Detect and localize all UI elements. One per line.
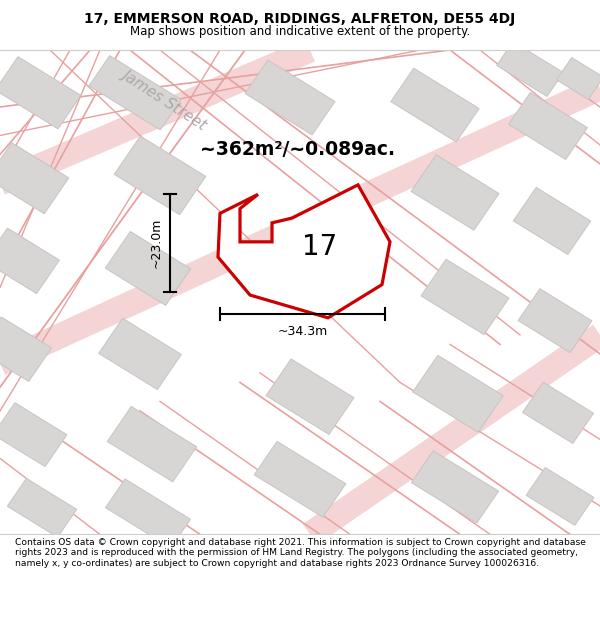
Polygon shape [518, 289, 592, 352]
Polygon shape [497, 41, 563, 96]
Polygon shape [412, 451, 499, 523]
Polygon shape [245, 60, 335, 135]
Polygon shape [0, 402, 67, 467]
Text: 17: 17 [302, 232, 338, 261]
Text: ~362m²/~0.089ac.: ~362m²/~0.089ac. [200, 140, 395, 159]
Polygon shape [0, 142, 69, 214]
Polygon shape [0, 228, 59, 294]
Polygon shape [514, 188, 590, 254]
Polygon shape [114, 136, 206, 214]
Polygon shape [0, 57, 81, 129]
Polygon shape [523, 382, 593, 444]
Text: ~34.3m: ~34.3m [277, 324, 328, 338]
Polygon shape [526, 468, 594, 526]
Polygon shape [106, 479, 191, 548]
Polygon shape [509, 92, 587, 159]
Polygon shape [105, 231, 191, 306]
Polygon shape [7, 478, 77, 538]
Polygon shape [218, 185, 390, 318]
Polygon shape [556, 58, 600, 99]
Polygon shape [391, 68, 479, 142]
Text: Contains OS data © Crown copyright and database right 2021. This information is : Contains OS data © Crown copyright and d… [15, 538, 586, 568]
Polygon shape [98, 318, 181, 389]
Polygon shape [411, 155, 499, 230]
Polygon shape [421, 259, 509, 334]
Text: ~23.0m: ~23.0m [149, 218, 163, 269]
Text: James Street: James Street [120, 66, 210, 132]
Polygon shape [254, 441, 346, 518]
Polygon shape [413, 356, 503, 432]
Text: Map shows position and indicative extent of the property.: Map shows position and indicative extent… [130, 24, 470, 38]
Polygon shape [266, 359, 354, 434]
Text: 17, EMMERSON ROAD, RIDDINGS, ALFRETON, DE55 4DJ: 17, EMMERSON ROAD, RIDDINGS, ALFRETON, D… [85, 12, 515, 26]
Polygon shape [107, 406, 197, 482]
Polygon shape [89, 56, 181, 130]
Polygon shape [0, 317, 52, 381]
